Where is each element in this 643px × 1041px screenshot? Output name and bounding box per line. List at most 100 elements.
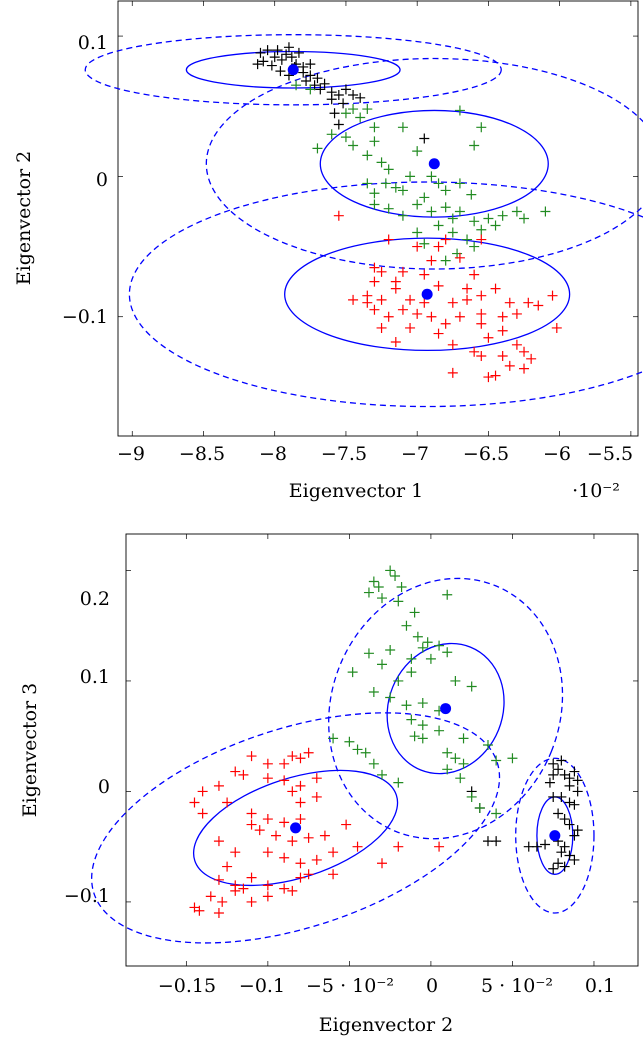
black-data-point bbox=[340, 84, 351, 95]
red-data-point bbox=[328, 869, 339, 880]
green-data-point bbox=[417, 720, 428, 731]
cluster-center-marker bbox=[421, 288, 433, 300]
green-data-point bbox=[440, 185, 451, 196]
red-data-point bbox=[348, 294, 359, 305]
green-data-point bbox=[368, 758, 379, 769]
green-data-point bbox=[369, 199, 380, 210]
red-data-point bbox=[262, 891, 273, 902]
chart-2-xtick-label: −5 · 10⁻² bbox=[306, 975, 394, 997]
red-data-point bbox=[551, 322, 562, 333]
chart-2-xtick-label: −0.1 bbox=[239, 975, 285, 997]
chart-2-ytick-label: 0.2 bbox=[80, 588, 110, 610]
red-data-point bbox=[369, 304, 380, 315]
black-data-point bbox=[305, 70, 316, 81]
green-data-point bbox=[312, 143, 323, 154]
green-data-point bbox=[474, 803, 485, 814]
red-data-point bbox=[295, 780, 306, 791]
black-data-point bbox=[572, 786, 583, 797]
red-data-point bbox=[189, 902, 200, 913]
red-data-point bbox=[246, 808, 257, 819]
red-data-point bbox=[279, 775, 290, 786]
red-data-point bbox=[519, 346, 530, 357]
chart-1-ytick-label: 0 bbox=[96, 169, 108, 191]
green-data-point bbox=[344, 736, 355, 747]
black-data-point bbox=[333, 90, 344, 101]
chart-1-xtick-label: −6.5 bbox=[463, 443, 509, 465]
black-data-point bbox=[269, 52, 280, 63]
red-data-point bbox=[295, 814, 306, 825]
red-data-point bbox=[547, 290, 558, 301]
black-data-point bbox=[569, 830, 580, 841]
red-data-point bbox=[433, 280, 444, 291]
black-data-point bbox=[548, 758, 559, 769]
red-data-point bbox=[426, 311, 437, 322]
black-data-point bbox=[548, 769, 559, 780]
chart-1-y-axis-title: Eigenvector 2 bbox=[13, 151, 35, 286]
green-data-point bbox=[458, 733, 469, 744]
red-data-point bbox=[246, 872, 257, 883]
green-data-point bbox=[466, 189, 477, 200]
black-data-point bbox=[298, 67, 309, 78]
red-data-point bbox=[376, 322, 387, 333]
black-data-point bbox=[315, 84, 326, 95]
red-data-point bbox=[246, 896, 257, 907]
green-data-point bbox=[454, 105, 465, 116]
red-data-point bbox=[504, 360, 515, 371]
green-data-point bbox=[511, 206, 522, 217]
green-data-point bbox=[385, 565, 396, 576]
green-data-point bbox=[447, 227, 458, 238]
black-data-point bbox=[572, 825, 583, 836]
green-data-point bbox=[466, 791, 477, 802]
green-data-point bbox=[326, 129, 337, 140]
green-data-point bbox=[377, 659, 387, 670]
green-data-point bbox=[385, 692, 396, 703]
red-data-point bbox=[383, 234, 394, 245]
green-data-point bbox=[440, 202, 451, 213]
green-data-point bbox=[455, 773, 466, 784]
chart-2-ytick-label: −0.1 bbox=[64, 885, 110, 907]
confidence-ellipse-inner bbox=[284, 237, 571, 352]
black-data-point bbox=[544, 777, 555, 788]
red-data-point bbox=[352, 841, 363, 852]
green-data-point bbox=[482, 740, 493, 751]
green-data-point bbox=[450, 675, 461, 686]
black-data-point bbox=[266, 60, 277, 71]
red-data-point bbox=[476, 234, 487, 245]
red-data-point bbox=[362, 297, 373, 308]
black-data-point bbox=[283, 42, 294, 53]
green-data-point bbox=[433, 220, 444, 231]
red-data-point bbox=[497, 325, 508, 336]
red-data-point bbox=[279, 817, 290, 828]
black-data-point bbox=[348, 90, 359, 101]
red-data-point bbox=[222, 861, 233, 872]
black-data-point bbox=[329, 108, 340, 119]
green-data-point bbox=[393, 675, 404, 686]
red-data-point bbox=[303, 869, 314, 880]
confidence-ellipse-inner bbox=[185, 50, 401, 89]
red-data-point bbox=[533, 300, 544, 311]
red-data-point bbox=[419, 269, 430, 280]
chart-2-centers bbox=[290, 703, 561, 842]
green-data-point bbox=[363, 648, 374, 659]
green-data-point bbox=[405, 171, 416, 182]
red-data-point bbox=[483, 332, 494, 343]
red-data-point bbox=[328, 847, 339, 858]
green-data-point bbox=[362, 178, 373, 189]
red-data-point bbox=[462, 294, 473, 305]
red-data-point bbox=[469, 269, 480, 280]
red-data-point bbox=[447, 297, 458, 308]
red-data-point bbox=[262, 814, 273, 825]
red-data-point bbox=[311, 791, 322, 802]
red-data-point bbox=[262, 880, 273, 891]
red-data-point bbox=[526, 353, 537, 364]
confidence-ellipse-outer bbox=[91, 712, 501, 944]
red-data-point bbox=[440, 234, 451, 245]
black-data-point bbox=[333, 119, 344, 130]
green-data-point bbox=[454, 178, 465, 189]
green-data-point bbox=[476, 224, 487, 235]
red-data-point bbox=[454, 252, 465, 263]
black-data-point bbox=[355, 92, 366, 103]
red-data-point bbox=[390, 336, 401, 347]
green-data-point bbox=[412, 199, 423, 210]
black-data-point bbox=[572, 775, 583, 786]
